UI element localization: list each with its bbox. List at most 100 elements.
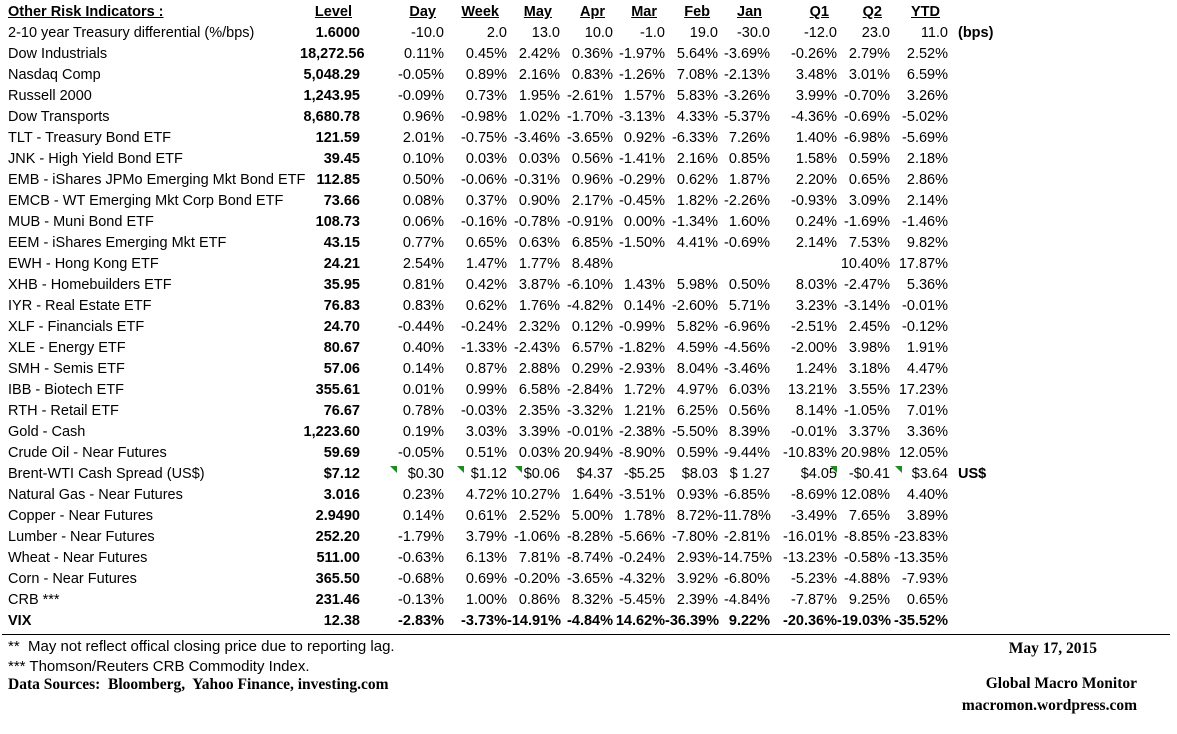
- cell-ytd[interactable]: 17.87%: [898, 256, 948, 272]
- cell-level[interactable]: 511.00: [316, 550, 360, 566]
- cell-ytd[interactable]: 2.14%: [906, 193, 948, 209]
- cell-mar[interactable]: -8.90%: [619, 445, 665, 461]
- cell-q1[interactable]: -20.36%: [782, 613, 837, 629]
- cell-mar[interactable]: -5.66%: [619, 529, 665, 545]
- cell-feb[interactable]: 8.04%: [676, 361, 718, 377]
- cell-week[interactable]: 0.65%: [465, 235, 507, 251]
- cell-mar[interactable]: 1.21%: [623, 403, 665, 419]
- cell-q1[interactable]: 8.14%: [795, 403, 837, 419]
- cell-feb[interactable]: 4.41%: [676, 235, 718, 251]
- cell-jan[interactable]: $ 1.27: [729, 466, 770, 482]
- cell-day[interactable]: -0.63%: [398, 550, 444, 566]
- cell-mar[interactable]: 1.57%: [623, 88, 665, 104]
- cell-week[interactable]: 6.13%: [465, 550, 507, 566]
- cell-apr[interactable]: -1.70%: [567, 109, 613, 125]
- cell-mar[interactable]: -1.26%: [619, 67, 665, 83]
- cell-feb[interactable]: 0.93%: [676, 487, 718, 503]
- cell-mar[interactable]: 0.00%: [623, 214, 665, 230]
- cell-level[interactable]: 39.45: [323, 151, 360, 167]
- cell-day[interactable]: -0.05%: [398, 67, 444, 83]
- cell-q2[interactable]: 2.45%: [848, 319, 890, 335]
- cell-day[interactable]: 0.11%: [403, 46, 444, 62]
- cell-feb[interactable]: 7.08%: [676, 67, 718, 83]
- cell-day[interactable]: -0.68%: [398, 571, 444, 587]
- cell-q1[interactable]: -2.00%: [791, 340, 837, 356]
- cell-ytd[interactable]: $3.64: [890, 464, 948, 485]
- cell-level[interactable]: 24.70: [323, 319, 360, 335]
- cell-q2[interactable]: -2.47%: [844, 277, 890, 293]
- cell-level[interactable]: 365.50: [315, 571, 360, 587]
- cell-apr[interactable]: -0.91%: [567, 214, 613, 230]
- cell-week[interactable]: 0.51%: [465, 445, 507, 461]
- cell-level[interactable]: 76.83: [323, 298, 360, 314]
- cell-jan[interactable]: -2.81%: [724, 529, 770, 545]
- cell-q2[interactable]: 3.55%: [848, 382, 890, 398]
- cell-q1[interactable]: -8.69%: [791, 487, 837, 503]
- cell-q2[interactable]: 9.25%: [848, 592, 890, 608]
- cell-ytd[interactable]: 2.18%: [906, 151, 948, 167]
- cell-week[interactable]: $1.12: [444, 464, 507, 485]
- cell-level[interactable]: $7.12: [323, 466, 360, 482]
- cell-apr[interactable]: -8.28%: [567, 529, 613, 545]
- cell-apr[interactable]: 6.85%: [571, 235, 613, 251]
- cell-level[interactable]: 76.67: [323, 403, 360, 419]
- cell-week[interactable]: 0.03%: [465, 151, 507, 167]
- cell-q2[interactable]: 0.65%: [848, 172, 890, 188]
- row-label[interactable]: TLT - Treasury Bond ETF: [8, 130, 172, 146]
- cell-may[interactable]: -1.06%: [514, 529, 560, 545]
- cell-q1[interactable]: -10.83%: [782, 445, 837, 461]
- cell-apr[interactable]: -0.01%: [567, 424, 613, 440]
- cell-mar[interactable]: -1.97%: [619, 46, 665, 62]
- cell-apr[interactable]: 2.17%: [571, 193, 613, 209]
- cell-feb[interactable]: -7.80%: [672, 529, 718, 545]
- row-label[interactable]: Dow Transports: [8, 109, 110, 125]
- cell-may[interactable]: 2.42%: [518, 46, 560, 62]
- cell-q1[interactable]: 2.14%: [795, 235, 837, 251]
- cell-q1[interactable]: -7.87%: [791, 592, 837, 608]
- cell-feb[interactable]: [665, 254, 718, 275]
- cell-feb[interactable]: $8.03: [681, 466, 718, 482]
- cell-day[interactable]: -1.79%: [398, 529, 444, 545]
- cell-q1[interactable]: 1.58%: [795, 151, 837, 167]
- row-label[interactable]: XHB - Homebuilders ETF: [8, 277, 172, 293]
- cell-feb[interactable]: -36.39%: [665, 613, 720, 629]
- cell-day[interactable]: -0.13%: [398, 592, 444, 608]
- cell-may[interactable]: 3.39%: [518, 424, 560, 440]
- cell-level[interactable]: 73.66: [323, 193, 360, 209]
- cell-ytd[interactable]: 2.86%: [906, 172, 948, 188]
- cell-week[interactable]: -0.03%: [461, 403, 507, 419]
- cell-level[interactable]: 5,048.29: [303, 67, 360, 83]
- cell-q1[interactable]: $4.05: [800, 466, 837, 482]
- cell-may[interactable]: 2.52%: [518, 508, 560, 524]
- cell-ytd[interactable]: 11.0: [920, 25, 948, 41]
- cell-ytd[interactable]: 12.05%: [898, 445, 948, 461]
- cell-mar[interactable]: 14.62%: [615, 613, 665, 629]
- row-label[interactable]: EMB - iShares JPMo Emerging Mkt Bond ETF: [8, 172, 306, 188]
- row-label[interactable]: Wheat - Near Futures: [8, 550, 148, 566]
- cell-day[interactable]: 0.14%: [402, 361, 444, 377]
- cell-feb[interactable]: 8.72%: [676, 508, 718, 524]
- cell-level[interactable]: 1,243.95: [303, 88, 360, 104]
- cell-week[interactable]: 3.79%: [465, 529, 507, 545]
- cell-jan[interactable]: 9.22%: [728, 613, 770, 629]
- cell-q2[interactable]: 3.98%: [848, 340, 890, 356]
- cell-q1[interactable]: 3.48%: [795, 67, 837, 83]
- cell-mar[interactable]: 1.72%: [623, 382, 665, 398]
- cell-q1[interactable]: -5.23%: [791, 571, 837, 587]
- cell-week[interactable]: -0.06%: [461, 172, 507, 188]
- cell-day[interactable]: 0.19%: [402, 424, 444, 440]
- cell-ytd[interactable]: 3.89%: [906, 508, 948, 524]
- cell-week[interactable]: 1.00%: [465, 592, 507, 608]
- cell-q1[interactable]: -16.01%: [782, 529, 837, 545]
- cell-level[interactable]: 18,272.56: [300, 46, 365, 62]
- cell-jan[interactable]: -6.80%: [724, 571, 770, 587]
- column-header-week[interactable]: Week: [461, 4, 499, 20]
- cell-mar[interactable]: -1.0: [640, 25, 665, 41]
- cell-day[interactable]: 0.23%: [402, 487, 444, 503]
- cell-week[interactable]: 0.62%: [465, 298, 507, 314]
- cell-week[interactable]: -0.16%: [461, 214, 507, 230]
- cell-feb[interactable]: -2.60%: [672, 298, 718, 314]
- cell-ytd[interactable]: 0.65%: [906, 592, 948, 608]
- cell-q1[interactable]: 0.24%: [795, 214, 837, 230]
- cell-mar[interactable]: -3.13%: [619, 109, 665, 125]
